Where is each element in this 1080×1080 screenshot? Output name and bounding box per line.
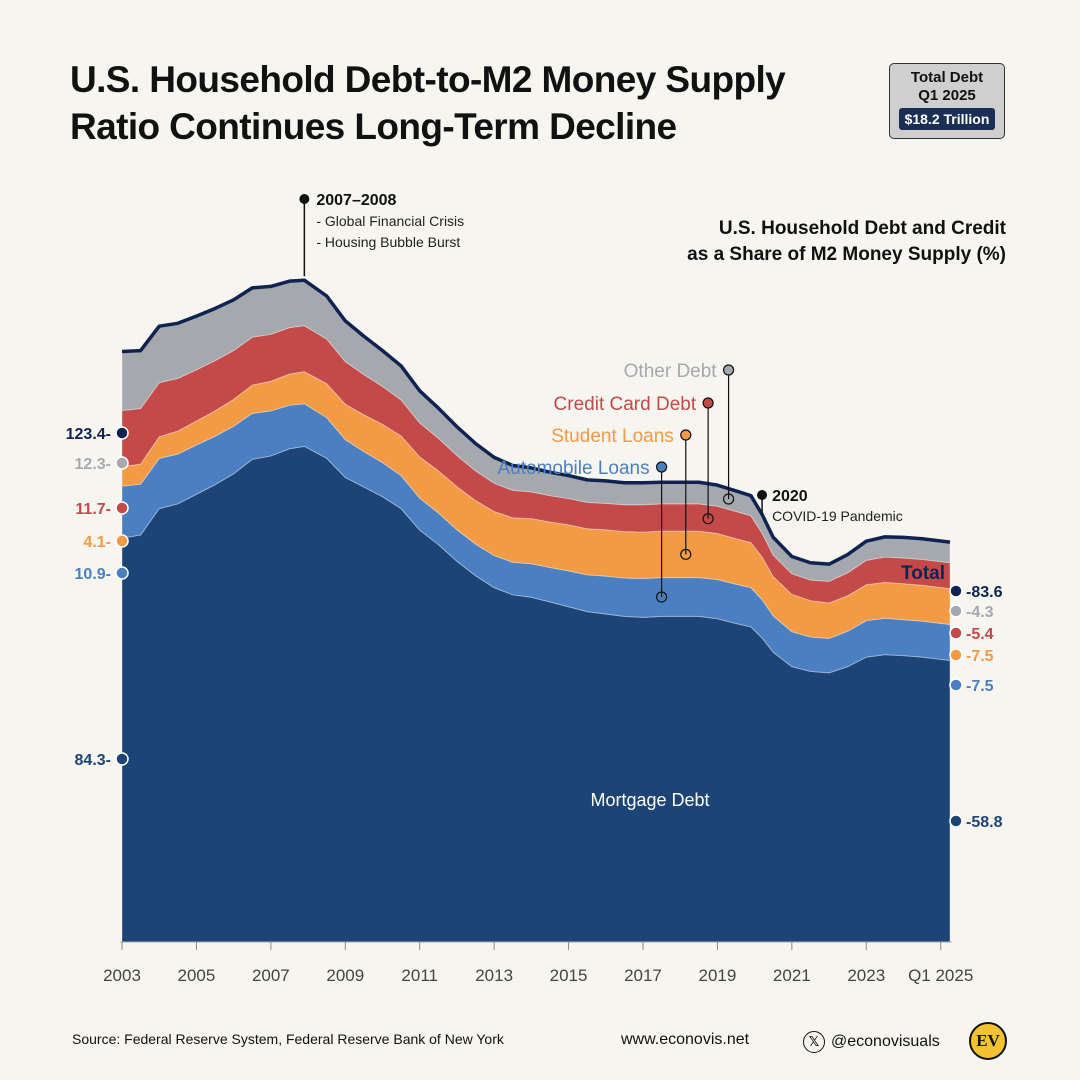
end-value-label: -83.6 — [966, 584, 1003, 601]
end-value-label: -7.5 — [966, 678, 994, 695]
badge-line-1: Total Debt — [910, 69, 984, 86]
source-note: Source: Federal Reserve System, Federal … — [72, 1031, 504, 1047]
subtitle-line-1: U.S. Household Debt and Credit — [718, 218, 1006, 239]
start-value-label: 11.7- — [75, 501, 111, 518]
auto-loans-callout-dot — [655, 461, 668, 473]
student-loans-callout-dot — [680, 429, 692, 441]
covid-line-1: COVID-19 Pandemic — [772, 508, 903, 524]
end-label-dot — [949, 648, 963, 662]
x-tick-label: 2009 — [326, 966, 364, 985]
gfc-line-1: - Global Financial Crisis — [316, 213, 464, 229]
student-loans-callout-target — [680, 548, 692, 560]
end-value-label: -5.4 — [966, 626, 994, 643]
x-tick-label: 2011 — [401, 966, 438, 985]
x-logo-icon: 𝕏 — [803, 1031, 825, 1053]
start-value-label: 10.9- — [75, 566, 111, 583]
social-handle[interactable]: 𝕏 @econovisuals — [803, 1031, 940, 1053]
start-value-label: 12.3- — [75, 456, 111, 473]
credit-card-callout-label: Credit Card Debt — [554, 394, 697, 415]
value-labels: 123.4- 12.3- 11.7- 4.1- 10.9- 84.3- -83.6 -4.3 -… — [66, 426, 1003, 831]
covid-callout-dot — [757, 490, 768, 500]
end-value-label: -58.8 — [966, 814, 1003, 831]
badge-line-2: Q1 2025 — [918, 87, 976, 104]
credit-card-callout-target — [702, 513, 714, 525]
total-label: Total — [901, 563, 945, 584]
x-tick-label: 2021 — [773, 966, 811, 985]
econovis-logo: EV — [969, 1022, 1007, 1060]
x-tick-label: 2007 — [252, 966, 290, 985]
x-tick-label: Q1 2025 — [908, 966, 973, 985]
end-label-dot — [949, 584, 963, 598]
covid-title: 2020 — [772, 488, 808, 505]
start-label-dot — [115, 534, 129, 548]
start-label-dot — [115, 501, 129, 515]
total-debt-badge: Total Debt Q1 2025 $18.2 Trillion — [889, 63, 1005, 139]
x-tick-label: 2013 — [475, 966, 513, 985]
total-line — [121, 278, 951, 566]
start-label-dot — [115, 426, 129, 440]
end-label-dot — [949, 604, 963, 618]
end-label-dot — [949, 814, 963, 828]
title-line-1: U.S. Household Debt-to-M2 Money Supply — [70, 59, 786, 100]
x-tick-label: 2023 — [847, 966, 885, 985]
other-debt-callout-target — [722, 493, 735, 505]
gfc-title: 2007–2008 — [316, 192, 396, 209]
end-value-label: -7.5 — [966, 648, 994, 665]
title-line-2: Ratio Continues Long-Term Decline — [70, 106, 677, 147]
start-value-label: 123.4- — [66, 426, 111, 443]
start-label-dot — [115, 566, 129, 580]
start-value-label: 84.3- — [75, 752, 111, 769]
auto-loans-callout-target — [655, 591, 668, 603]
badge-value: $18.2 Trillion — [898, 108, 996, 130]
x-tick-label: 2017 — [624, 966, 662, 985]
website-link[interactable]: www.econovis.net — [621, 1031, 750, 1048]
end-label-dot — [949, 626, 963, 640]
x-tick-label: 2019 — [699, 966, 737, 985]
start-label-dot — [115, 752, 129, 766]
end-value-label: -4.3 — [966, 604, 994, 621]
student-loans-callout-label: Student Loans — [551, 426, 674, 447]
gfc-line-2: - Housing Bubble Burst — [316, 234, 460, 250]
area-layers — [121, 278, 951, 943]
auto-loans-callout-label: Automobile Loans — [497, 458, 649, 479]
end-label-dot — [949, 678, 963, 692]
x-tick-label: 2005 — [178, 966, 216, 985]
annotations: 2007–2008 - Global Financial Crisis - Hous… — [299, 192, 903, 603]
credit-card-callout-dot — [702, 397, 714, 409]
x-tick-label: 2015 — [550, 966, 588, 985]
x-axis: 2003 2005 2007 2009 2011 2013 2015 2017 2019 2021… — [103, 941, 973, 985]
other-debt-callout-label: Other Debt — [624, 361, 718, 382]
mortgage-debt-label: Mortgage Debt — [590, 790, 709, 810]
x-tick-label: 2003 — [103, 966, 141, 985]
social-handle-text: @econovisuals — [831, 1033, 940, 1050]
chart-subtitle: U.S. Household Debt and Credit as a Shar… — [687, 216, 1006, 268]
gfc-callout-dot — [299, 194, 310, 204]
page-title: U.S. Household Debt-to-M2 Money Supply R… — [70, 56, 790, 150]
start-label-dot — [115, 456, 129, 470]
subtitle-line-2: as a Share of M2 Money Supply (%) — [687, 244, 1006, 265]
start-value-label: 4.1- — [83, 534, 111, 551]
other-debt-callout-dot — [722, 364, 735, 376]
